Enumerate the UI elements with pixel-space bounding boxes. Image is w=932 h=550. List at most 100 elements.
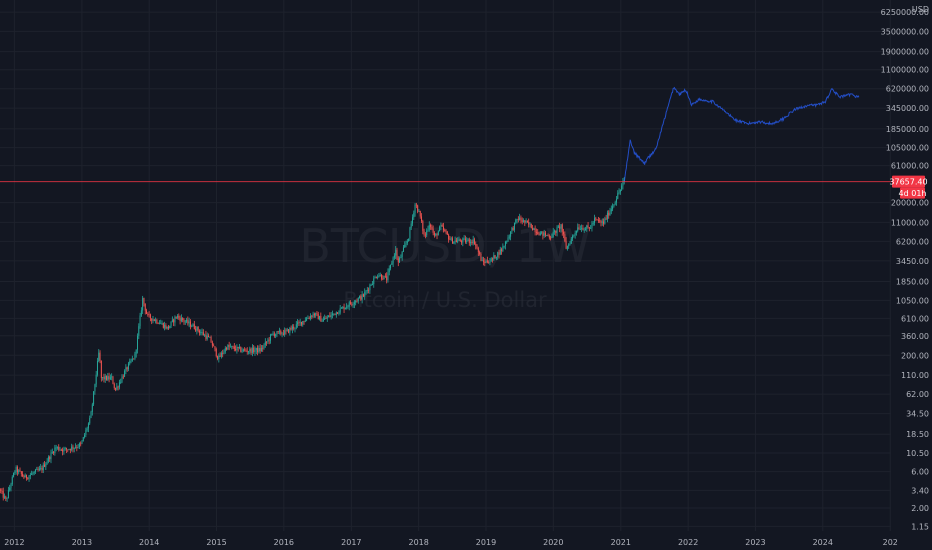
candle[interactable] <box>601 218 603 226</box>
candle[interactable] <box>36 466 38 471</box>
candle[interactable] <box>557 224 559 229</box>
candle[interactable] <box>232 345 234 349</box>
candle[interactable] <box>325 315 327 319</box>
candle[interactable] <box>421 213 423 224</box>
candle[interactable] <box>78 442 80 450</box>
candle[interactable] <box>94 383 96 395</box>
candle[interactable] <box>126 366 128 372</box>
candle[interactable] <box>334 313 336 316</box>
candle[interactable] <box>135 349 137 358</box>
candle[interactable] <box>100 360 102 382</box>
candle[interactable] <box>328 315 330 318</box>
candle[interactable] <box>581 224 583 233</box>
candle[interactable] <box>229 343 231 348</box>
candle[interactable] <box>233 343 235 352</box>
candle[interactable] <box>108 372 110 383</box>
candle[interactable] <box>535 228 537 236</box>
candle[interactable] <box>277 330 279 334</box>
candle[interactable] <box>622 177 624 190</box>
candle[interactable] <box>594 214 596 226</box>
candle[interactable] <box>134 351 136 361</box>
candle[interactable] <box>1 488 3 494</box>
candle[interactable] <box>167 325 169 331</box>
candle[interactable] <box>466 237 468 245</box>
candle[interactable] <box>38 465 40 472</box>
candle[interactable] <box>227 344 229 351</box>
candle[interactable] <box>200 329 202 336</box>
candle[interactable] <box>457 237 459 244</box>
candle[interactable] <box>400 254 402 259</box>
candle[interactable] <box>401 250 403 261</box>
candle[interactable] <box>550 235 552 241</box>
candle[interactable] <box>72 444 74 453</box>
candle[interactable] <box>85 427 87 438</box>
candle[interactable] <box>290 325 292 331</box>
candle[interactable] <box>276 330 278 338</box>
candle[interactable] <box>486 256 488 264</box>
candle[interactable] <box>415 202 417 209</box>
candle[interactable] <box>480 252 482 262</box>
candle[interactable] <box>612 203 614 212</box>
candle[interactable] <box>454 236 456 245</box>
candle[interactable] <box>235 345 237 352</box>
candle[interactable] <box>53 450 55 456</box>
candle[interactable] <box>340 306 342 309</box>
candle[interactable] <box>592 220 594 226</box>
candle[interactable] <box>449 235 451 241</box>
candle[interactable] <box>393 253 395 260</box>
candle[interactable] <box>431 224 433 231</box>
candle[interactable] <box>502 243 504 253</box>
candle[interactable] <box>493 252 495 261</box>
candle[interactable] <box>448 233 450 243</box>
candle[interactable] <box>485 259 487 264</box>
candle[interactable] <box>577 223 579 233</box>
candle[interactable] <box>191 324 193 328</box>
candle[interactable] <box>501 247 503 255</box>
candle[interactable] <box>615 196 617 206</box>
candle[interactable] <box>107 372 109 381</box>
candle[interactable] <box>0 488 2 494</box>
candle[interactable] <box>430 223 432 230</box>
candle[interactable] <box>435 233 437 237</box>
candle[interactable] <box>316 311 318 317</box>
candle[interactable] <box>423 228 425 237</box>
candle[interactable] <box>75 443 77 449</box>
candle[interactable] <box>93 391 95 407</box>
candle[interactable] <box>561 223 563 236</box>
candle[interactable] <box>382 275 384 281</box>
candle[interactable] <box>183 318 185 325</box>
candle[interactable] <box>499 246 501 255</box>
candle[interactable] <box>77 444 79 449</box>
candle[interactable] <box>192 323 194 327</box>
candle[interactable] <box>264 338 266 348</box>
candle[interactable] <box>406 239 408 246</box>
candle[interactable] <box>462 237 464 247</box>
candle[interactable] <box>444 228 446 232</box>
candle[interactable] <box>13 472 15 478</box>
candle[interactable] <box>441 223 443 227</box>
candle[interactable] <box>147 312 149 317</box>
candle[interactable] <box>262 345 264 352</box>
candle[interactable] <box>272 331 274 336</box>
candle[interactable] <box>104 373 106 383</box>
candle[interactable] <box>102 376 104 381</box>
candle[interactable] <box>71 443 73 452</box>
candle[interactable] <box>120 378 122 385</box>
candle[interactable] <box>280 329 282 336</box>
candle[interactable] <box>182 317 184 323</box>
candle[interactable] <box>31 470 33 475</box>
candle[interactable] <box>473 237 475 245</box>
candle[interactable] <box>570 237 572 245</box>
candle[interactable] <box>188 317 190 328</box>
candle[interactable] <box>422 219 424 235</box>
candle[interactable] <box>164 321 166 331</box>
candle[interactable] <box>458 236 460 241</box>
candle[interactable] <box>339 305 341 315</box>
candle[interactable] <box>293 324 295 331</box>
candle[interactable] <box>490 257 492 262</box>
candle[interactable] <box>471 239 473 246</box>
candle[interactable] <box>184 319 186 325</box>
candle[interactable] <box>18 469 20 475</box>
candle[interactable] <box>533 227 535 231</box>
